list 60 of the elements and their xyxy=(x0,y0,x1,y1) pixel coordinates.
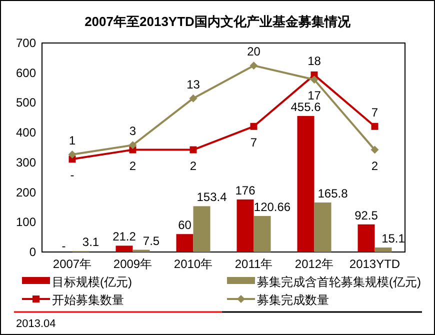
legend-label: 募集完成数量 xyxy=(257,293,329,307)
y-tick-label: 300 xyxy=(16,155,36,170)
data-label: 3.1 xyxy=(82,235,100,250)
point xyxy=(371,122,378,130)
bar xyxy=(374,247,392,252)
point xyxy=(190,146,197,154)
y-tick-label: 200 xyxy=(16,185,36,200)
data-label: 176 xyxy=(235,183,256,198)
chart-title: 2007年至2013YTD国内文化产业基金募集情况 xyxy=(84,14,352,29)
data-label: 7.5 xyxy=(142,234,160,248)
bar xyxy=(116,246,133,252)
data-label: 13 xyxy=(186,77,200,92)
data-label: 18 xyxy=(308,54,322,68)
x-tick-label: 2010年 xyxy=(174,257,213,271)
bar xyxy=(314,202,332,252)
y-tick-label: 0 xyxy=(29,245,36,259)
data-label: 92.5 xyxy=(354,208,378,222)
bar xyxy=(193,206,210,252)
x-tick-label: 2013YTD xyxy=(349,257,400,271)
y-tick-label: 400 xyxy=(16,126,36,140)
data-label: 2 xyxy=(371,158,378,173)
x-tick-label: 2012年 xyxy=(294,257,334,271)
bar xyxy=(358,224,375,252)
data-label: - xyxy=(62,239,66,253)
data-label: 7 xyxy=(371,105,378,120)
data-label: 2 xyxy=(190,158,197,173)
y-tick-label: 700 xyxy=(16,36,36,50)
point xyxy=(310,76,318,84)
text: 2013.04 xyxy=(16,318,56,330)
data-label: 153.4 xyxy=(196,190,228,204)
legend-label: 目标规模(亿元) xyxy=(52,275,132,289)
point xyxy=(250,122,258,130)
y-tick-label: 600 xyxy=(16,66,36,80)
point xyxy=(189,94,198,102)
data-label: 165.8 xyxy=(318,186,348,200)
point xyxy=(370,146,379,154)
bar xyxy=(176,234,194,252)
data-label: 2 xyxy=(129,158,136,173)
data-label: - xyxy=(70,168,74,182)
bar xyxy=(297,116,314,252)
data-label: 3 xyxy=(129,124,136,138)
bar xyxy=(236,199,254,252)
data-label: 15.1 xyxy=(382,231,406,246)
data-label: 21.2 xyxy=(112,230,136,244)
legend-label: 开始募集数量 xyxy=(52,293,124,307)
y-tick-label: 500 xyxy=(16,96,36,110)
y-tick-label: 100 xyxy=(16,215,36,230)
legend-label: 募集完成含首轮募集规模(亿元) xyxy=(257,275,421,289)
x-tick-label: 2009年 xyxy=(113,257,152,271)
point xyxy=(68,150,76,158)
point xyxy=(128,141,137,150)
data-label: 60 xyxy=(178,218,192,232)
data-label: 7 xyxy=(250,135,258,150)
data-label: 20 xyxy=(247,44,261,59)
x-tick-label: 2007年 xyxy=(52,257,92,271)
point xyxy=(250,62,258,70)
data-label: 1 xyxy=(68,133,76,148)
bar xyxy=(254,216,271,252)
data-label: 120.66 xyxy=(254,200,291,214)
x-tick-label: 2011年 xyxy=(234,257,273,271)
